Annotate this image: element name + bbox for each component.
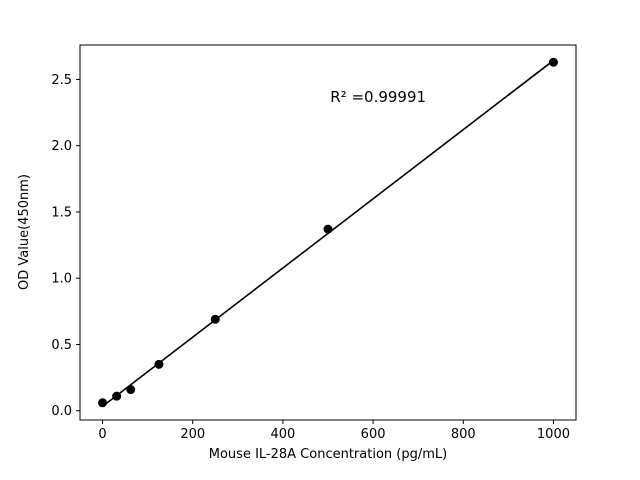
data-point	[112, 391, 122, 401]
data-series	[98, 57, 558, 408]
x-tick-label: 0	[98, 427, 106, 442]
data-point	[126, 385, 136, 395]
x-tick-label: 400	[270, 427, 295, 442]
data-point	[154, 359, 164, 369]
x-axis-label: Mouse IL-28A Concentration (pg/mL)	[209, 447, 447, 462]
plot-frame	[79, 44, 577, 421]
data-point	[548, 57, 558, 67]
y-tick-label: 0.0	[51, 404, 72, 419]
y-tick-label: 2.0	[51, 139, 72, 154]
axis-ticks: 0 200 400 600 800 1000 0.0 0.5 1.0 1.5 2.0 2.5	[51, 73, 570, 442]
data-point	[323, 224, 333, 234]
x-tick-label: 1000	[537, 427, 570, 442]
y-tick-label: 0.5	[51, 338, 72, 353]
x-tick-label: 200	[180, 427, 205, 442]
axes-spines	[79, 44, 577, 421]
data-point	[210, 314, 220, 324]
r-squared-annotation: R² =0.99991	[330, 88, 426, 106]
y-tick-label: 1.0	[51, 272, 72, 287]
x-tick-label: 800	[451, 427, 476, 442]
y-tick-label: 2.5	[51, 73, 72, 88]
data-point	[98, 398, 108, 408]
y-axis-label: OD Value(450nm)	[17, 174, 32, 290]
x-tick-label: 600	[361, 427, 386, 442]
y-tick-label: 1.5	[51, 205, 72, 220]
